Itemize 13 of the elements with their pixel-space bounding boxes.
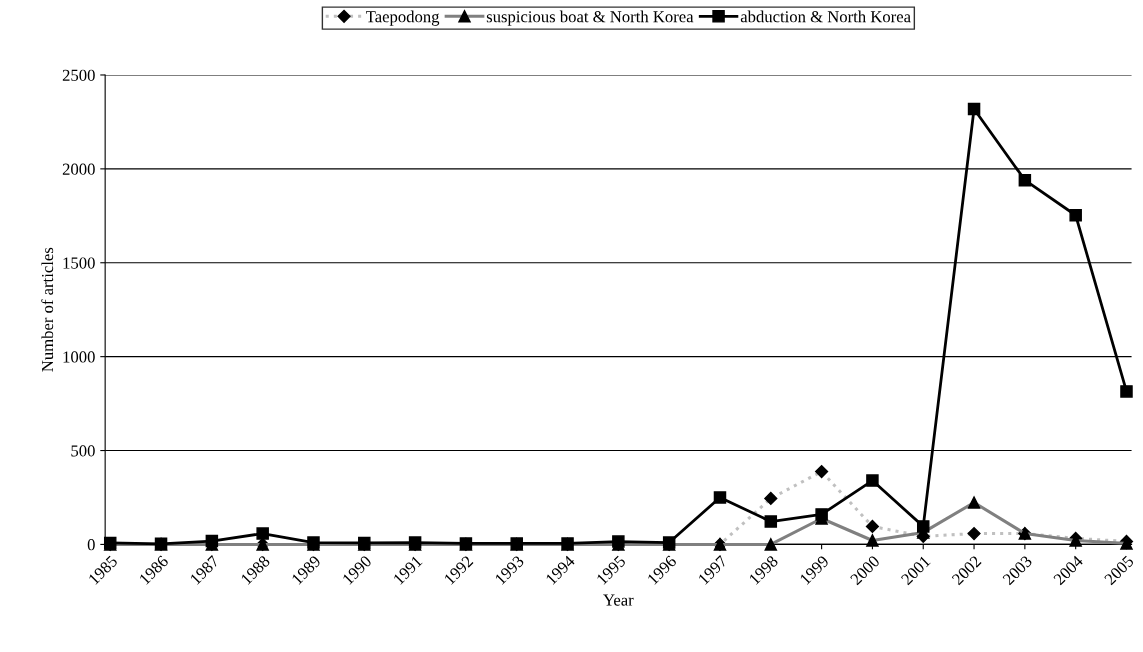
legend-label: Taepodong xyxy=(366,10,440,26)
x-axis-title: Year xyxy=(603,594,634,606)
x-tick-label: 2001 xyxy=(900,555,931,586)
legend-label: abduction & North Korea xyxy=(740,10,911,23)
x-tick-label: 1991 xyxy=(392,555,423,585)
y-tick-label: 1000 xyxy=(63,351,95,363)
y-axis-title: Number of articles xyxy=(41,247,54,372)
y-tick-label: 0 xyxy=(87,539,95,551)
y-tick-label: 1500 xyxy=(63,257,95,269)
y-tick-label: 2500 xyxy=(62,69,95,81)
legend-label: suspicious boat & North Korea xyxy=(486,10,694,26)
y-tick-label: 500 xyxy=(71,445,95,457)
y-tick-label: 2000 xyxy=(62,163,95,175)
